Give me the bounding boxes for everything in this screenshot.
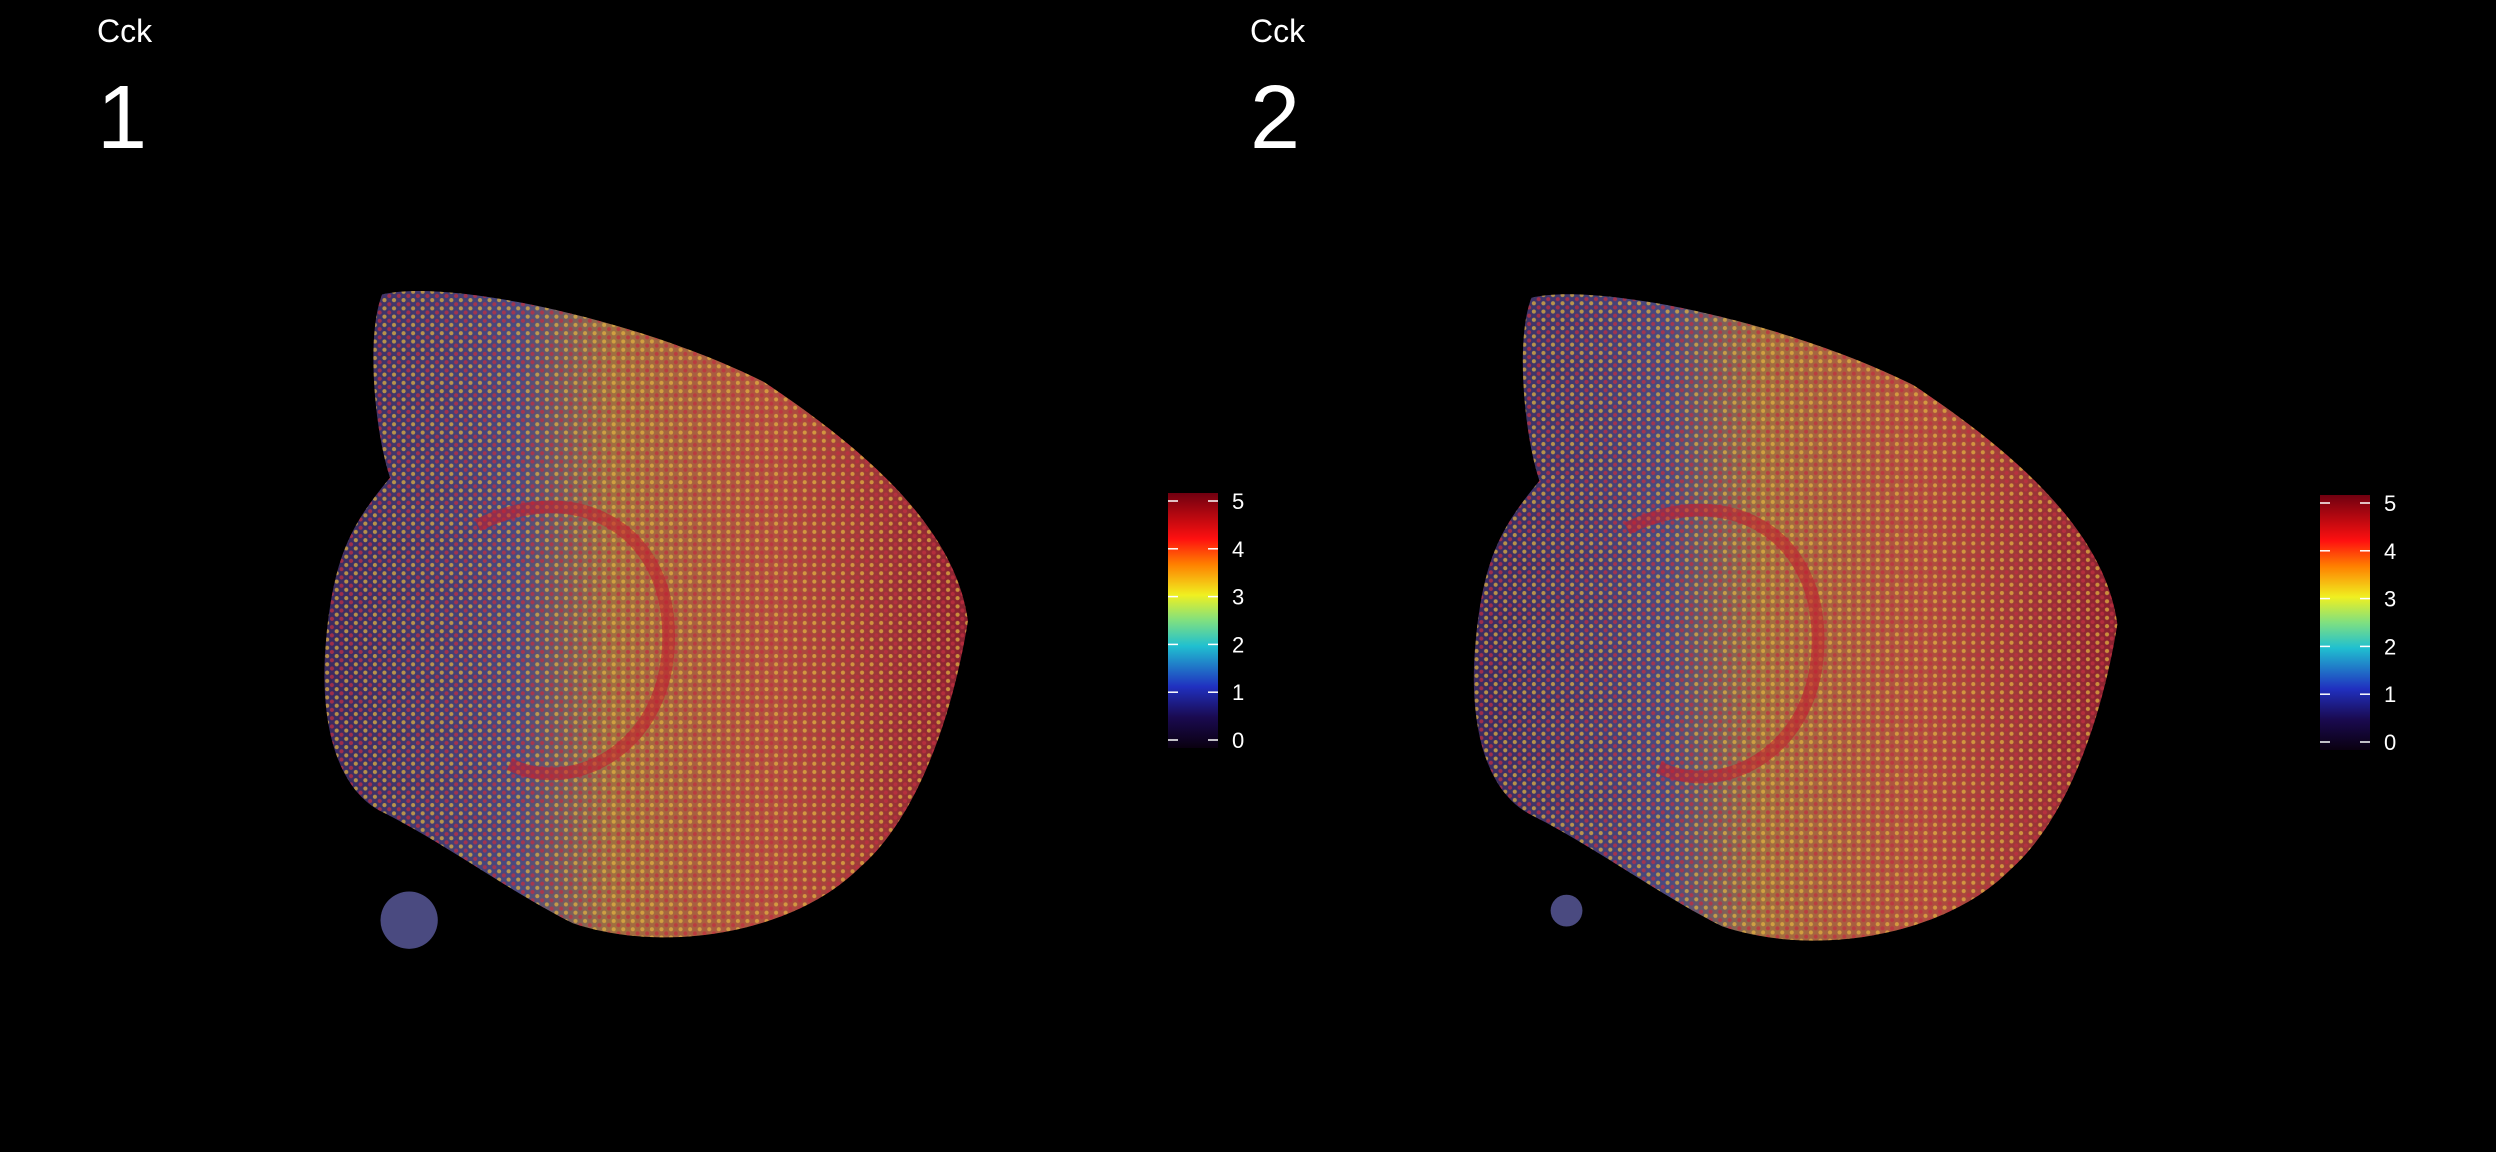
- colorbar-tick-label: 5: [1232, 489, 1244, 514]
- colorbar-tick-label: 2: [1232, 632, 1244, 657]
- tissue-1: [324, 291, 968, 949]
- colorbar-tick-label: 1: [1232, 680, 1244, 705]
- colorbar: [2320, 495, 2370, 750]
- sample-label: 2: [1250, 68, 1300, 168]
- sample-label: 1: [97, 68, 147, 168]
- colorbar: [1168, 493, 1218, 748]
- tissue-sections: [324, 291, 2118, 949]
- colorbar-tick-label: 3: [2384, 587, 2396, 612]
- colorbar-tick-label: 5: [2384, 491, 2396, 516]
- colorbar-tick-label: 0: [2384, 730, 2396, 755]
- gene-label: Cck: [1250, 13, 1306, 49]
- colorbar-tick-label: 1: [2384, 682, 2396, 707]
- gene-label: Cck: [97, 13, 153, 49]
- colorbar-tick-label: 2: [2384, 634, 2396, 659]
- colorbar-tick-label: 4: [1232, 537, 1244, 562]
- colorbar-tick-label: 4: [2384, 539, 2396, 564]
- colorbar-tick-label: 3: [1232, 585, 1244, 610]
- colorbar-tick-label: 0: [1232, 728, 1244, 753]
- tissue-2: [1473, 294, 2118, 941]
